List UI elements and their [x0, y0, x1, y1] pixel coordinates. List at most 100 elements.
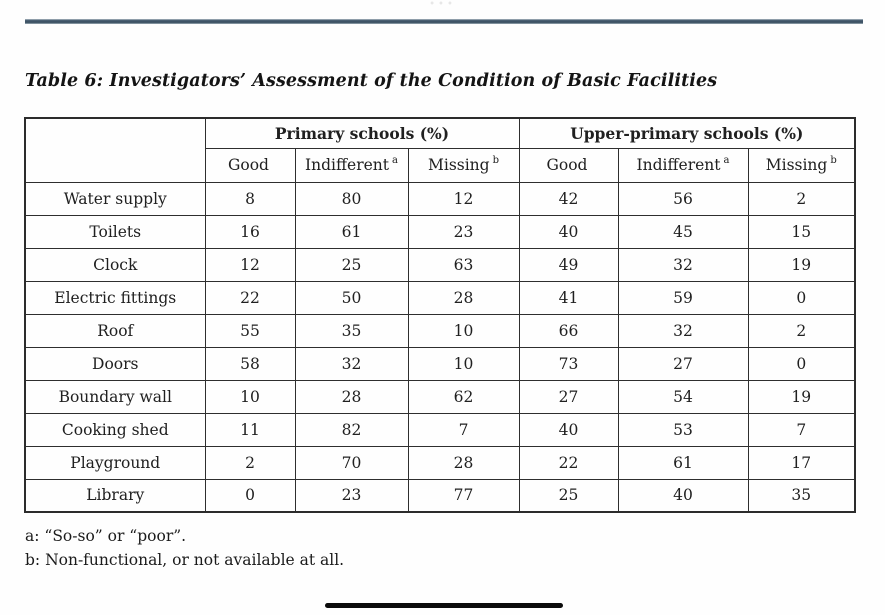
group-header-row: Primary schools (%) Upper-primary school… — [24, 117, 856, 183]
value-cell-primary-indifferent: 80 — [294, 181, 409, 216]
table-row: Electric fittings 22 50 28 41 59 0 — [24, 280, 856, 315]
value-cell-primary-missing: 63 — [407, 247, 520, 282]
table-row: Library 0 23 77 25 40 35 — [24, 478, 856, 513]
column-header: Missing b — [407, 147, 520, 183]
value-cell-primary-missing: 10 — [407, 346, 520, 381]
value-cell-upper-missing: 0 — [747, 280, 856, 315]
value-cell-primary-good: 11 — [204, 412, 296, 447]
column-header: Indifferent a — [617, 147, 749, 183]
table-row: Cooking shed 11 82 7 40 53 7 — [24, 412, 856, 447]
footnote-marker: b — [830, 154, 837, 166]
facilities-table: Primary schools (%) Upper-primary school… — [24, 117, 856, 513]
value-cell-upper-indifferent: 45 — [617, 214, 749, 249]
facility-label: Roof — [24, 313, 206, 348]
value-cell-upper-indifferent: 56 — [617, 181, 749, 216]
value-cell-upper-indifferent: 27 — [617, 346, 749, 381]
value-cell-primary-good: 10 — [204, 379, 296, 414]
value-cell-primary-good: 12 — [204, 247, 296, 282]
value-cell-primary-good: 58 — [204, 346, 296, 381]
value-cell-upper-good: 40 — [518, 412, 619, 447]
value-cell-upper-good: 40 — [518, 214, 619, 249]
value-cell-primary-good: 16 — [204, 214, 296, 249]
value-cell-primary-indifferent: 23 — [294, 478, 409, 513]
value-cell-primary-good: 55 — [204, 313, 296, 348]
table-row: Toilets 16 61 23 40 45 15 — [24, 214, 856, 249]
column-header-label: Good — [546, 156, 588, 175]
value-cell-upper-indifferent: 40 — [617, 478, 749, 513]
value-cell-primary-indifferent: 82 — [294, 412, 409, 447]
column-header: Good — [204, 147, 296, 183]
value-cell-primary-missing: 23 — [407, 214, 520, 249]
value-cell-primary-indifferent: 61 — [294, 214, 409, 249]
footnote-b: b: Non-functional, or not available at a… — [25, 551, 345, 569]
value-cell-primary-missing: 62 — [407, 379, 520, 414]
column-header: Indifferent a — [294, 147, 409, 183]
facility-label: Cooking shed — [24, 412, 206, 447]
table-header: Primary schools (%) Upper-primary school… — [24, 117, 856, 183]
value-cell-primary-indifferent: 50 — [294, 280, 409, 315]
footnote-marker: a — [723, 154, 730, 166]
value-cell-primary-indifferent: 25 — [294, 247, 409, 282]
value-cell-upper-good: 22 — [518, 445, 619, 480]
value-cell-upper-missing: 0 — [747, 346, 856, 381]
facility-label: Library — [24, 478, 206, 513]
value-cell-upper-good: 66 — [518, 313, 619, 348]
footnote-marker: a — [392, 154, 398, 166]
value-cell-primary-indifferent: 70 — [294, 445, 409, 480]
value-cell-upper-missing: 19 — [747, 379, 856, 414]
value-cell-upper-missing: 2 — [747, 181, 856, 216]
group-header-upper-primary: Upper-primary schools (%) — [518, 117, 856, 149]
facility-label: Doors — [24, 346, 206, 381]
value-cell-upper-indifferent: 32 — [617, 247, 749, 282]
value-cell-primary-missing: 10 — [407, 313, 520, 348]
table-caption: Table 6: Investigators’ Assessment of th… — [25, 71, 718, 91]
value-cell-primary-missing: 77 — [407, 478, 520, 513]
corner-cell — [24, 117, 206, 183]
value-cell-upper-good: 25 — [518, 478, 619, 513]
value-cell-upper-good: 49 — [518, 247, 619, 282]
value-cell-upper-missing: 19 — [747, 247, 856, 282]
value-cell-upper-missing: 35 — [747, 478, 856, 513]
top-divider-rule — [25, 19, 863, 24]
value-cell-primary-good: 22 — [204, 280, 296, 315]
table-row: Doors 58 32 10 73 27 0 — [24, 346, 856, 381]
value-cell-primary-indifferent: 35 — [294, 313, 409, 348]
column-header: Good — [518, 147, 619, 183]
column-header-label: Good — [228, 156, 269, 175]
value-cell-upper-indifferent: 53 — [617, 412, 749, 447]
value-cell-primary-good: 0 — [204, 478, 296, 513]
table-row: Boundary wall 10 28 62 27 54 19 — [24, 379, 856, 414]
page-top-dots: ••• — [429, 0, 456, 10]
column-header-label: Indifferent — [636, 156, 721, 175]
facility-label: Clock — [24, 247, 206, 282]
footnote-marker: b — [492, 154, 499, 166]
column-header-label: Missing — [765, 156, 828, 175]
page-footer-bar — [325, 603, 563, 608]
table-row: Clock 12 25 63 49 32 19 — [24, 247, 856, 282]
value-cell-primary-good: 2 — [204, 445, 296, 480]
value-cell-upper-indifferent: 61 — [617, 445, 749, 480]
facility-label: Playground — [24, 445, 206, 480]
value-cell-primary-good: 8 — [204, 181, 296, 216]
table-row: Water supply 8 80 12 42 56 2 — [24, 181, 856, 216]
value-cell-upper-good: 42 — [518, 181, 619, 216]
sub-header-row: Good Indifferent a Missing b Good Indiffer… — [25, 147, 856, 183]
value-cell-upper-missing: 17 — [747, 445, 856, 480]
facility-label: Boundary wall — [24, 379, 206, 414]
value-cell-upper-good: 41 — [518, 280, 619, 315]
value-cell-upper-indifferent: 59 — [617, 280, 749, 315]
facility-label: Electric fittings — [24, 280, 206, 315]
footnote-a: a: “So-so” or “poor”. — [25, 527, 187, 545]
value-cell-upper-missing: 2 — [747, 313, 856, 348]
table-body: Water supply 8 80 12 42 56 2 Toilets 16 … — [24, 181, 856, 513]
facility-label: Water supply — [24, 181, 206, 216]
value-cell-upper-good: 27 — [518, 379, 619, 414]
column-header-label: Indifferent — [305, 156, 389, 175]
value-cell-primary-indifferent: 32 — [294, 346, 409, 381]
facility-label: Toilets — [24, 214, 206, 249]
value-cell-primary-missing: 28 — [407, 280, 520, 315]
value-cell-upper-good: 73 — [518, 346, 619, 381]
table-footnotes: a: “So-so” or “poor”. b: Non-functional,… — [25, 524, 344, 572]
value-cell-primary-missing: 12 — [407, 181, 520, 216]
value-cell-primary-indifferent: 28 — [294, 379, 409, 414]
